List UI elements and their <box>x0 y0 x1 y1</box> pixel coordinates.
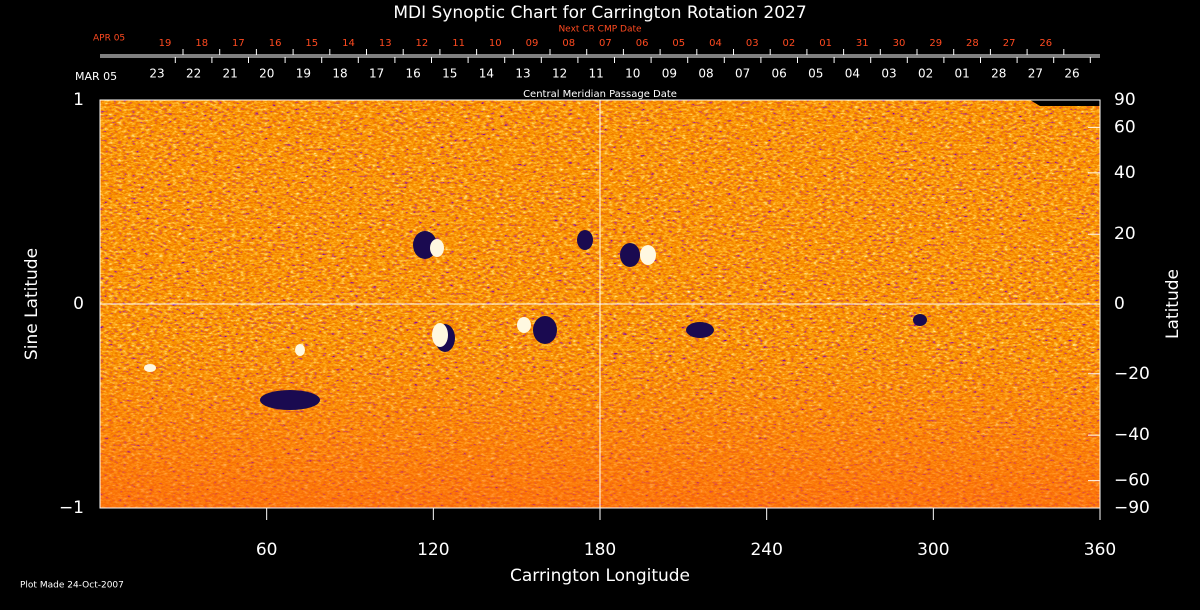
x-axis-label: Carrington Longitude <box>510 566 690 586</box>
cmp-date: 12 <box>552 67 567 81</box>
cmp-date: 08 <box>698 67 713 81</box>
footnote: Plot Made 24-Oct-2007 <box>20 581 124 591</box>
next-cmp-date: 19 <box>159 38 172 49</box>
next-cmp-date: 26 <box>1039 38 1052 49</box>
next-cmp-axis-label: Next CR CMP Date <box>558 25 642 35</box>
cmp-date: 11 <box>589 67 604 81</box>
y-tick-label: 1 <box>73 90 84 110</box>
cmp-date: 01 <box>955 67 970 81</box>
x-tick-label: 120 <box>417 540 449 560</box>
next-cmp-date: 10 <box>489 38 502 49</box>
next-cmp-date: 04 <box>709 38 722 49</box>
next-cmp-date: 28 <box>966 38 979 49</box>
next-cmp-date: 15 <box>305 38 318 49</box>
cmp-date: 19 <box>296 67 311 81</box>
cmp-date: 16 <box>406 67 421 81</box>
cmp-date: 15 <box>442 67 457 81</box>
cmp-date: 18 <box>332 67 347 81</box>
cmp-date: 03 <box>881 67 896 81</box>
next-cmp-date: 08 <box>562 38 575 49</box>
next-cmp-date: 05 <box>672 38 685 49</box>
cmp-date: 23 <box>149 67 164 81</box>
y-axis-label: Sine Latitude <box>22 248 42 360</box>
cmp-date: 07 <box>735 67 750 81</box>
next-cmp-date: 27 <box>1003 38 1016 49</box>
x-tick-label: 240 <box>750 540 782 560</box>
cmp-date: 21 <box>223 67 238 81</box>
next-cmp-date: 03 <box>746 38 759 49</box>
y2-tick-label: 90 <box>1114 90 1136 110</box>
next-cmp-date: 01 <box>819 38 832 49</box>
cmp-date: 27 <box>1028 67 1043 81</box>
x-tick-label: 360 <box>1084 540 1116 560</box>
next-cmp-date: 29 <box>929 38 942 49</box>
next-cmp-date: 06 <box>636 38 649 49</box>
cmp-date: 26 <box>1064 67 1079 81</box>
y2-tick-label: 0 <box>1114 294 1125 314</box>
cmp-date: 04 <box>845 67 860 81</box>
cmp-start: MAR 05 <box>75 70 117 83</box>
chart-title: MDI Synoptic Chart for Carrington Rotati… <box>393 3 806 23</box>
y-tick-label: −1 <box>59 498 84 518</box>
y2-axis-label: Latitude <box>1163 269 1183 339</box>
x-tick-label: 180 <box>584 540 616 560</box>
cmp-date: 05 <box>808 67 823 81</box>
next-cmp-date: 13 <box>379 38 392 49</box>
cmp-date: 06 <box>772 67 787 81</box>
next-cmp-date: 17 <box>232 38 245 49</box>
next-cmp-date: 16 <box>269 38 282 49</box>
y-tick-label: 0 <box>73 294 84 314</box>
x-tick-label: 300 <box>917 540 949 560</box>
next-cmp-date: 14 <box>342 38 355 49</box>
next-cmp-date: 02 <box>783 38 796 49</box>
next-cmp-date: 11 <box>452 38 465 49</box>
next-cmp-date: 30 <box>893 38 906 49</box>
cmp-date: 14 <box>479 67 494 81</box>
magnetogram <box>100 100 1100 508</box>
y2-tick-label: −90 <box>1114 498 1150 518</box>
cmp-date: 09 <box>662 67 677 81</box>
y2-tick-label: −40 <box>1114 425 1150 445</box>
x-tick-label: 60 <box>256 540 278 560</box>
next-cmp-date: 07 <box>599 38 612 49</box>
next-cmp-date: 12 <box>416 38 429 49</box>
cmp-date: 17 <box>369 67 384 81</box>
next-cmp-date: 31 <box>856 38 869 49</box>
cmp-date: 28 <box>991 67 1006 81</box>
next-cmp-date: 18 <box>195 38 208 49</box>
y2-tick-label: −60 <box>1114 471 1150 491</box>
next-cmp-start: APR 05 <box>93 34 125 44</box>
cmp-axis-label: Central Meridian Passage Date <box>523 89 677 100</box>
cmp-date: 20 <box>259 67 274 81</box>
y2-tick-label: 20 <box>1114 224 1136 244</box>
y2-tick-label: −20 <box>1114 364 1150 384</box>
cmp-date: 13 <box>515 67 530 81</box>
y2-tick-label: 40 <box>1114 163 1136 183</box>
cmp-date: 02 <box>918 67 933 81</box>
cmp-date: 22 <box>186 67 201 81</box>
cmp-date: 10 <box>625 67 640 81</box>
next-cmp-date: 09 <box>526 38 539 49</box>
y2-tick-label: 60 <box>1114 117 1136 137</box>
